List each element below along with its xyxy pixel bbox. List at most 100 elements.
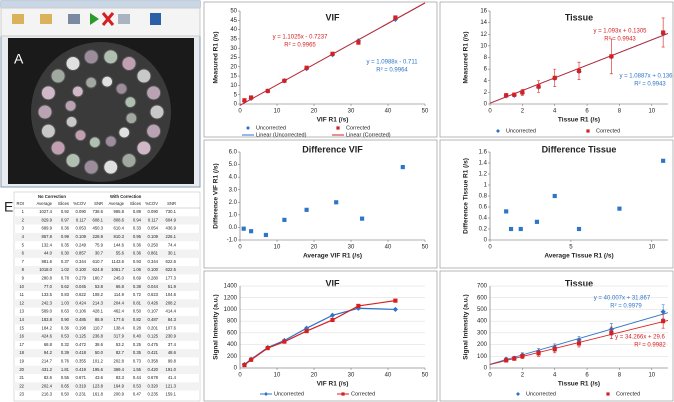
vial bbox=[146, 85, 162, 101]
x-axis-label: Average VIF R1 (/s) bbox=[303, 253, 362, 260]
vial bbox=[50, 140, 66, 156]
vial bbox=[85, 76, 98, 89]
annotation: R² = 0.9964 bbox=[376, 68, 408, 74]
table-cell: 0.53 bbox=[133, 383, 142, 388]
table-cell: 0.201 bbox=[148, 325, 159, 330]
table-cell: 214.3 bbox=[93, 300, 104, 305]
table-cell: 144.6 bbox=[114, 242, 125, 247]
table-cell: 21 bbox=[19, 375, 24, 380]
vial bbox=[50, 68, 66, 84]
marker bbox=[265, 88, 270, 94]
table-cell: 0.320 bbox=[148, 383, 159, 388]
table-row-shade bbox=[14, 315, 200, 325]
table-cell: 114.9 bbox=[114, 292, 125, 297]
table-cell: 77.0 bbox=[44, 284, 53, 289]
y-tick-label: 600 bbox=[227, 330, 238, 336]
toolbar-icon[interactable] bbox=[68, 14, 80, 24]
x-tick-label: 4 bbox=[553, 373, 557, 379]
table-cell: 4 bbox=[22, 234, 25, 239]
table-header: Average bbox=[108, 201, 124, 206]
table-cell: 0.76 bbox=[61, 359, 70, 364]
vial bbox=[83, 159, 99, 175]
x-tick-label: 10 bbox=[274, 373, 281, 379]
table-cell: 1143.6 bbox=[112, 259, 125, 264]
x-tick-label: 0 bbox=[238, 373, 242, 379]
y-tick-label: 5.0 bbox=[229, 162, 238, 168]
table-cell: 1.81 bbox=[61, 367, 70, 372]
toolbar-icon[interactable] bbox=[12, 14, 24, 24]
table-cell: 0.99 bbox=[61, 234, 70, 239]
marker bbox=[400, 165, 405, 170]
vial bbox=[103, 159, 119, 175]
table-row-shade bbox=[14, 266, 200, 275]
table-cell: 50.0 bbox=[95, 350, 104, 355]
chart: Difference VIF -1.0 0.0 1.0 2.0 3.0 4.0 5.0 6.0 0… bbox=[203, 139, 438, 269]
table-header: %COV bbox=[145, 201, 158, 206]
table-cell: 0.37 bbox=[61, 259, 70, 264]
save-icon[interactable] bbox=[150, 13, 161, 25]
marker bbox=[536, 84, 541, 89]
y-tick-label: 1.4 bbox=[479, 161, 488, 167]
x-tick-label: 2 bbox=[521, 373, 525, 379]
y-tick-label: 6.0 bbox=[229, 150, 238, 156]
table-cell: 53.2 bbox=[116, 342, 125, 347]
table-header: Slices bbox=[130, 201, 141, 206]
table-cell: 228.9 bbox=[93, 234, 104, 239]
marker bbox=[661, 158, 666, 163]
table-cell: 48.6 bbox=[168, 350, 177, 355]
table-cell: 37.4 bbox=[168, 342, 177, 347]
x-tick-label: 10 bbox=[274, 109, 281, 115]
x-axis-label: Average Tissue R1 (/s) bbox=[544, 253, 613, 260]
table-cell: 0.55 bbox=[61, 375, 70, 380]
y-tick-label: 30 bbox=[230, 46, 237, 52]
table-cell: 1018.0 bbox=[39, 267, 52, 272]
vial bbox=[115, 82, 128, 95]
table-cell: 1.03 bbox=[61, 300, 70, 305]
vial bbox=[65, 115, 78, 128]
table-cell: 0.25 bbox=[133, 342, 142, 347]
table-cell: 0.106 bbox=[76, 309, 87, 314]
toolbar-icon[interactable] bbox=[118, 14, 130, 24]
table-cell: 0.72 bbox=[133, 292, 142, 297]
x-tick-label: 20 bbox=[311, 245, 318, 251]
y-tick-label: 500 bbox=[477, 307, 488, 313]
marker bbox=[496, 129, 500, 133]
vial bbox=[103, 49, 119, 65]
table-cell: 216.3 bbox=[42, 392, 53, 397]
legend-label: Uncorrected bbox=[274, 391, 304, 397]
toolbar-icon[interactable] bbox=[40, 14, 52, 24]
table-cell: 0.235 bbox=[148, 392, 159, 397]
table-cell: 622.5 bbox=[166, 267, 177, 272]
table-cell: 428.1 bbox=[93, 309, 104, 314]
table-cell: 608.1 bbox=[93, 217, 104, 222]
vial bbox=[83, 49, 99, 65]
table-cell: 0.78 bbox=[61, 276, 70, 281]
table-cell: 0.054 bbox=[148, 226, 159, 231]
y-axis-label: Difference VIF R1 (/s) bbox=[213, 163, 220, 228]
table-cell: 53.8 bbox=[95, 284, 104, 289]
marker bbox=[334, 200, 339, 205]
table-cell: 624.9 bbox=[93, 267, 104, 272]
marker bbox=[617, 206, 622, 211]
table-cell: 0.090 bbox=[76, 209, 87, 214]
table-cell: 0.344 bbox=[148, 259, 159, 264]
vial bbox=[149, 104, 165, 120]
table-cell: 12 bbox=[19, 300, 24, 305]
x-tick-label: 4 bbox=[553, 109, 557, 115]
marker bbox=[534, 219, 540, 224]
table-cell: 730.1 bbox=[166, 209, 177, 214]
y-tick-label: 4 bbox=[484, 78, 488, 84]
marker bbox=[518, 226, 523, 232]
y-tick-label: 400 bbox=[477, 319, 488, 325]
x-tick-label: 10 bbox=[274, 245, 281, 251]
marker bbox=[246, 126, 250, 130]
chart: Tissue 0 2 4 6 8 10 12 14 16 0 2 4 6 8 10 Tissue R1 (/s)… bbox=[439, 1, 674, 138]
table-cell: 0.35 bbox=[133, 350, 142, 355]
table-cell: 242.3 bbox=[42, 300, 53, 305]
y-tick-label: 6 bbox=[484, 67, 488, 73]
annotation: R² = 0.9979 bbox=[610, 304, 642, 310]
y-tick-label: 0.4 bbox=[479, 216, 488, 222]
run-icon[interactable] bbox=[90, 13, 99, 25]
vial bbox=[40, 85, 56, 101]
delete-icon[interactable] bbox=[101, 12, 115, 26]
